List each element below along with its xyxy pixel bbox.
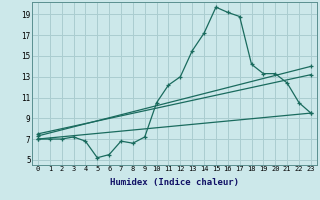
X-axis label: Humidex (Indice chaleur): Humidex (Indice chaleur) xyxy=(110,178,239,187)
